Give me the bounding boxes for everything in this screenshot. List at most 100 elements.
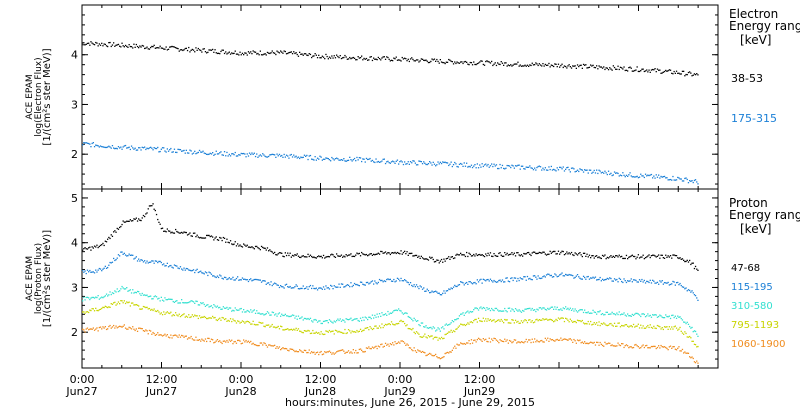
data-point	[88, 271, 90, 273]
data-point	[155, 47, 158, 49]
data-point	[349, 156, 351, 158]
data-point	[440, 162, 443, 165]
data-point	[228, 320, 230, 322]
data-point	[641, 313, 643, 315]
data-point	[226, 53, 228, 55]
data-point	[373, 317, 375, 319]
data-point	[663, 346, 666, 348]
data-point	[344, 286, 346, 288]
data-point	[498, 342, 500, 344]
data-point	[576, 274, 579, 276]
data-point	[86, 42, 89, 45]
data-point	[272, 345, 275, 347]
data-point	[519, 64, 521, 66]
data-point	[154, 260, 156, 262]
data-point	[122, 302, 124, 304]
data-point	[272, 153, 275, 156]
data-point	[588, 278, 591, 280]
data-point	[83, 142, 85, 144]
data-point	[96, 309, 98, 312]
data-point	[160, 148, 162, 150]
data-point	[466, 61, 468, 63]
data-point	[351, 160, 353, 162]
data-point	[384, 280, 387, 283]
data-point	[425, 354, 427, 357]
data-point	[212, 307, 214, 309]
data-point	[253, 278, 255, 281]
data-point	[290, 256, 292, 258]
data-point	[186, 234, 189, 236]
data-point	[628, 174, 630, 176]
data-point	[178, 334, 180, 336]
data-point	[461, 342, 463, 345]
data-point	[237, 243, 239, 245]
data-point	[278, 153, 281, 156]
data-point	[535, 310, 537, 313]
data-point	[188, 269, 190, 271]
data-point	[572, 254, 574, 256]
data-point	[92, 296, 94, 299]
data-point	[514, 277, 517, 279]
data-point	[182, 269, 184, 271]
data-point	[284, 328, 286, 331]
data-point	[327, 322, 329, 324]
data-point	[270, 345, 272, 347]
data-point	[603, 66, 605, 68]
data-point	[443, 161, 445, 164]
data-point	[227, 241, 229, 243]
series-310-580	[82, 285, 699, 337]
data-point	[697, 299, 699, 301]
data-point	[145, 148, 147, 151]
data-point	[113, 324, 115, 327]
data-point	[421, 350, 424, 353]
data-point	[667, 70, 669, 72]
data-point	[585, 255, 587, 257]
data-point	[92, 142, 94, 144]
data-point	[440, 357, 443, 359]
data-point	[429, 352, 431, 355]
data-point	[365, 157, 368, 160]
data-point	[339, 331, 341, 333]
y-axis-label-line: [1/(cm²s ster MeV)]	[42, 48, 53, 145]
data-point	[528, 65, 530, 67]
data-point	[593, 66, 595, 69]
data-point	[318, 320, 320, 322]
data-point	[637, 346, 639, 348]
data-point	[610, 277, 612, 280]
data-point	[302, 319, 304, 321]
data-point	[679, 178, 681, 180]
data-point	[667, 255, 669, 257]
data-point	[227, 278, 229, 280]
data-point	[681, 348, 684, 351]
data-point	[171, 45, 173, 48]
data-point	[336, 351, 338, 353]
data-point	[299, 349, 301, 351]
data-point	[256, 344, 258, 347]
data-point	[269, 249, 271, 251]
data-point	[609, 173, 611, 175]
data-point	[297, 255, 300, 257]
data-point	[139, 45, 141, 47]
data-point	[166, 148, 168, 150]
data-point	[219, 236, 221, 239]
data-point	[290, 348, 292, 350]
data-point	[343, 255, 345, 257]
data-point	[609, 256, 611, 258]
data-point	[501, 340, 504, 342]
data-point	[549, 307, 551, 309]
data-point	[574, 276, 576, 279]
data-point	[606, 173, 608, 176]
data-point	[309, 284, 312, 287]
data-point	[503, 64, 505, 66]
data-point	[418, 61, 420, 63]
data-point	[135, 43, 137, 46]
data-point	[454, 284, 456, 287]
data-point	[436, 58, 438, 61]
data-point	[596, 341, 598, 343]
data-point	[518, 309, 520, 311]
data-point	[113, 42, 115, 44]
data-point	[593, 169, 595, 172]
data-point	[646, 344, 648, 347]
data-point	[300, 350, 302, 352]
